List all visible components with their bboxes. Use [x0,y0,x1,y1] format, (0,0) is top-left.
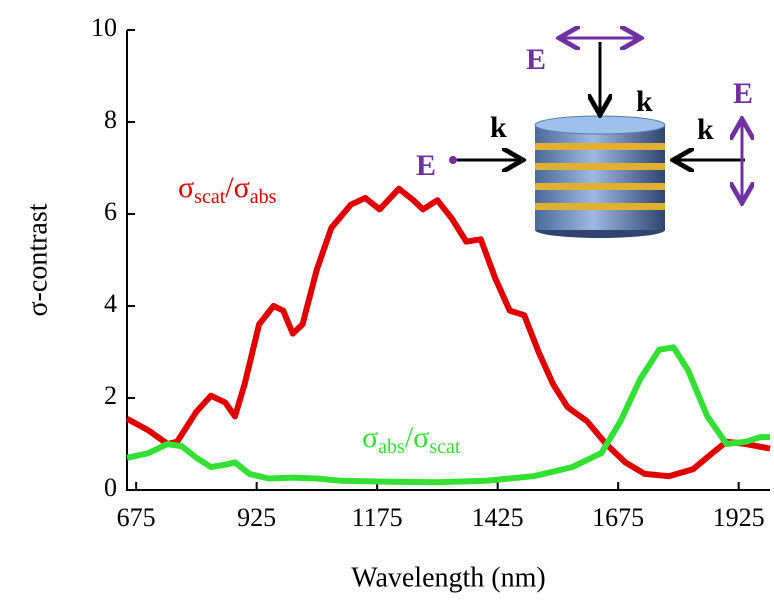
inset-label: E [526,43,546,76]
x-tick-label: 675 [117,503,156,532]
x-tick-label: 1425 [472,503,524,532]
annotation: σabs/σscat [362,421,461,458]
axis-frame [126,30,770,491]
data-line [126,344,770,486]
y-tick-label: 4 [104,289,117,318]
y-axis-label: σ-contrast [22,203,53,316]
annotation-subscript: scat [194,186,226,208]
annotation-text: σ [178,171,194,204]
y-tick-label: 2 [104,381,117,410]
annotation-subscript: abs [378,436,405,458]
y-tick-label: 0 [104,473,117,502]
y-tick-label: 8 [104,105,117,134]
inset-diagram: E k E k E k [416,38,753,238]
inset-label: k [490,111,507,144]
inset-label: k [697,113,714,146]
inset-label: E [733,77,753,110]
inset-label: E [416,149,436,182]
annotation-text: σ [362,421,378,454]
annotation-text: /σ [405,421,430,454]
x-tick-label: 925 [237,503,276,532]
annotation-subscript: abs [250,186,277,208]
annotation-text: /σ [225,171,250,204]
inset-label: k [636,85,653,118]
y-tick-label: 6 [104,197,117,226]
x-tick-label: 1925 [713,503,765,532]
x-axis-label: Wavelength (nm) [351,562,545,593]
x-tick-label: 1175 [352,503,403,532]
annotation: σscat/σabs [178,171,277,208]
x-tick-label: 1675 [592,503,644,532]
data-line [125,185,771,480]
y-tick-label: 10 [91,13,117,42]
annotation-subscript: scat [429,436,461,458]
